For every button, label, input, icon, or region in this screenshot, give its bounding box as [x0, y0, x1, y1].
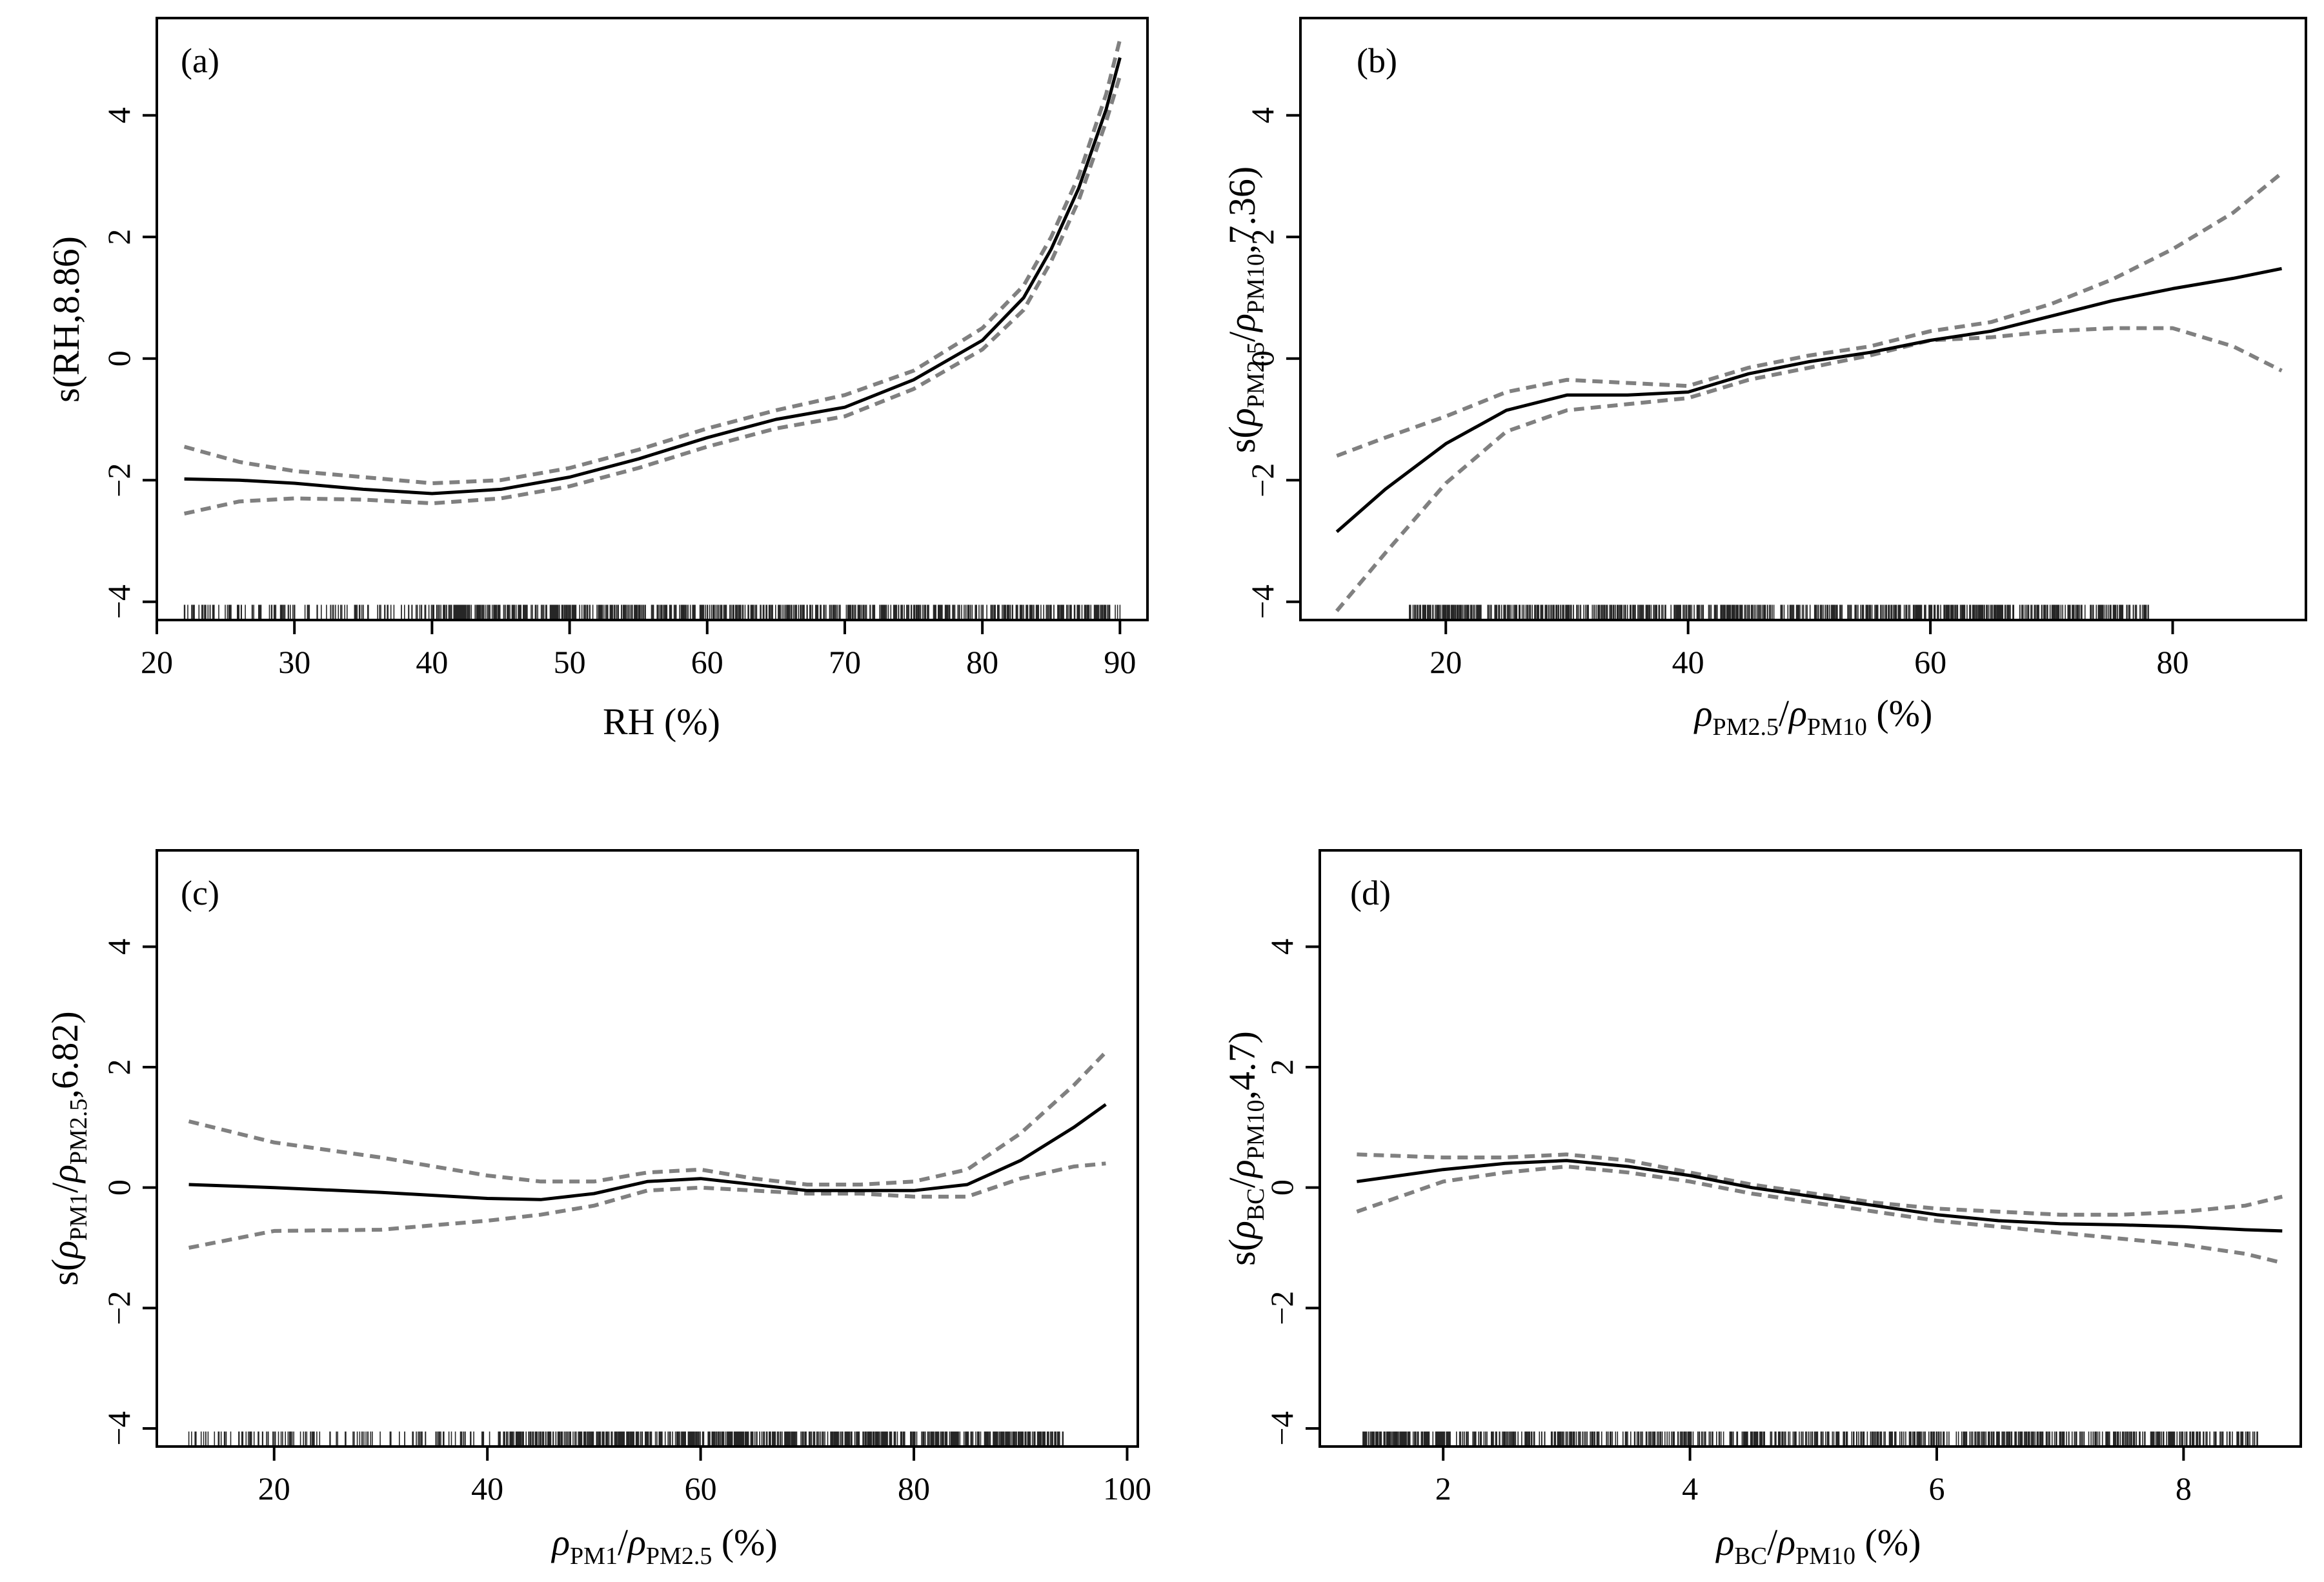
- panel-tag: (b): [1357, 41, 1397, 80]
- x-tick-label: 60: [685, 1470, 717, 1507]
- x-tick-label: 70: [829, 644, 861, 680]
- rug-ticks: [1409, 605, 2149, 621]
- y-tick-label: −4: [1264, 1411, 1300, 1445]
- plot-frame: [1319, 849, 2302, 1448]
- panel-tag: (a): [181, 41, 219, 80]
- x-axis-label: ρBC/ρPM10 (%): [1715, 1521, 1921, 1570]
- curves: [188, 1050, 1107, 1250]
- x-tick-label: 20: [141, 644, 173, 680]
- x-tick-label: 8: [2176, 1470, 2192, 1507]
- y-tick-label: −4: [101, 585, 137, 619]
- rug-ticks: [1362, 1431, 2258, 1448]
- y-tick-label: −2: [101, 1291, 137, 1325]
- x-tick-label: 80: [898, 1470, 930, 1507]
- x-tick-label: 40: [1672, 644, 1704, 680]
- x-tick-label: 6: [1928, 1470, 1945, 1507]
- curves: [183, 39, 1122, 516]
- x-axis-label: ρPM1/ρPM2.5 (%): [551, 1521, 778, 1570]
- rug: [188, 1431, 1064, 1448]
- smooth-fit-line: [1357, 1159, 2283, 1233]
- y-tick-label: 2: [101, 229, 137, 245]
- axes: 2 4 6 8 −4 −2 0 2 4: [1264, 939, 2192, 1507]
- y-tick-label: 2: [1244, 229, 1280, 245]
- smooth-fit-line: [188, 1103, 1107, 1201]
- rug: [1409, 605, 2149, 621]
- y-tick-label: 0: [101, 1179, 137, 1196]
- y-tick-label: 0: [1264, 1179, 1300, 1196]
- y-tick-label: 4: [1264, 939, 1300, 955]
- rug-ticks: [183, 605, 1121, 621]
- y-tick-label: 0: [1244, 350, 1280, 366]
- x-tick-label: 30: [278, 644, 310, 680]
- y-tick-label: 2: [101, 1059, 137, 1076]
- upper-confidence-band: [1357, 1152, 2283, 1217]
- axes: 20 30 40 50 60 70 80 90 −4 −2 0 2 4: [101, 107, 1136, 680]
- axes: 20 40 60 80 −4 −2 0 2 4: [1244, 107, 2189, 680]
- x-tick-label: 2: [1435, 1470, 1451, 1507]
- y-tick-label: −2: [1264, 1291, 1300, 1325]
- smooth-fit-line: [184, 57, 1122, 496]
- y-tick-label: 4: [1244, 107, 1280, 123]
- lower-confidence-band: [188, 1161, 1106, 1250]
- upper-confidence-band: [183, 39, 1122, 485]
- y-tick-label: 4: [101, 107, 137, 123]
- x-tick-label: 100: [1103, 1470, 1151, 1507]
- x-tick-label: 20: [258, 1470, 290, 1507]
- x-axis-label: ρPM2.5/ρPM10 (%): [1693, 692, 1933, 741]
- y-tick-label: 2: [1264, 1059, 1300, 1076]
- lower-confidence-band: [183, 75, 1122, 516]
- y-axis-label: s(ρPM1/ρPM2.5,6.82): [44, 1011, 92, 1285]
- y-axis-label: s(ρBC/ρPM10,4.7): [1221, 1031, 1269, 1266]
- rug: [1362, 1431, 2258, 1448]
- x-tick-label: 90: [1104, 644, 1136, 680]
- axes: 20 40 60 80 100 −4 −2 0 2 4: [101, 939, 1151, 1507]
- rug-ticks: [188, 1431, 1064, 1448]
- panel-c: 20 40 60 80 100 −4 −2 0 2 4 (c) ρPM1/ρPM2.5 (%) s…: [44, 849, 1151, 1570]
- rug: [183, 605, 1121, 621]
- lower-confidence-band: [1335, 326, 2283, 612]
- y-tick-label: −2: [1244, 463, 1280, 497]
- y-tick-label: −2: [101, 463, 137, 497]
- x-axis-label: RH (%): [603, 701, 720, 743]
- curves: [1356, 1152, 2283, 1265]
- smooth-fit-line: [1335, 266, 2282, 534]
- upper-confidence-band: [188, 1050, 1107, 1186]
- y-axis-label: s(ρPM2.5/ρPM10,7.36): [1221, 166, 1269, 453]
- y-axis-label: s(RH,8.86): [45, 236, 87, 403]
- x-tick-label: 40: [416, 644, 448, 680]
- curves: [1335, 171, 2283, 612]
- x-tick-label: 40: [471, 1470, 503, 1507]
- plot-frame: [156, 17, 1149, 621]
- y-tick-label: −4: [101, 1411, 137, 1445]
- panel-b: 20 40 60 80 −4 −2 0 2 4 (b) ρPM2.5/ρPM10 (%) s(ρ…: [1221, 17, 2307, 741]
- x-tick-label: 60: [1914, 644, 1946, 680]
- x-tick-label: 4: [1682, 1470, 1698, 1507]
- panel-tag: (c): [181, 874, 219, 912]
- lower-confidence-band: [1356, 1165, 2283, 1265]
- plot-frame: [1299, 17, 2307, 621]
- y-tick-label: 4: [101, 939, 137, 955]
- panel-a: 20 30 40 50 60 70 80 90 −4 −2 0 2 4 (a) RH (%) s(RH,…: [45, 17, 1149, 743]
- x-tick-label: 80: [2157, 644, 2189, 680]
- y-tick-label: −4: [1244, 585, 1280, 619]
- x-tick-label: 60: [691, 644, 723, 680]
- x-tick-label: 20: [1430, 644, 1462, 680]
- y-tick-label: 0: [101, 350, 137, 366]
- x-tick-label: 80: [966, 644, 998, 680]
- x-tick-label: 50: [554, 644, 586, 680]
- panel-tag: (d): [1350, 874, 1391, 912]
- upper-confidence-band: [1336, 171, 2283, 458]
- panel-d: 2 4 6 8 −4 −2 0 2 4 (d) ρBC/ρPM10 (%) s(ρBC/ρPM1…: [1221, 849, 2302, 1570]
